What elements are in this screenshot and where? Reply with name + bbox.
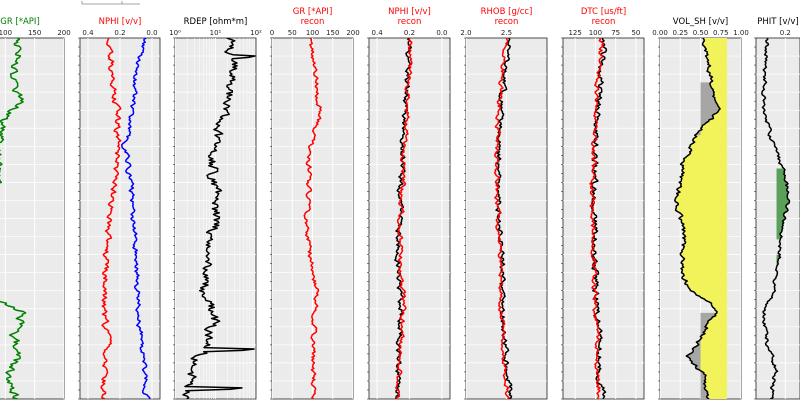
series-line-nphi — [100, 38, 122, 399]
tick-label: 2.0 — [460, 29, 471, 37]
tick-label: 150 — [28, 29, 41, 37]
track-grid — [80, 38, 160, 399]
series-line-rdep — [182, 38, 256, 399]
track-title: DTC [us/ft] — [581, 7, 626, 17]
tick-label: 0.0 — [436, 29, 447, 37]
series-line-nphi-blue — [120, 38, 151, 399]
tick-label: 1.00 — [733, 29, 749, 37]
series-line-phit — [761, 38, 791, 399]
tick-label: 0.4 — [372, 29, 384, 37]
series-line-nphi — [394, 38, 412, 399]
series-line-dtc — [590, 38, 608, 399]
tick-label: 0.2 — [114, 29, 125, 37]
track-title: RHOB [g/cc] — [481, 7, 533, 17]
tick-label: 10¹ — [210, 29, 222, 37]
track-gr: 100 150 200 GR [*API] — [0, 17, 71, 400]
series-line-gr-recon — [303, 38, 322, 399]
track-grid — [563, 38, 644, 399]
track-dtc_recon: 125 100 75 50 DTC [us/ft]recon — [561, 7, 645, 400]
track-rhob_recon: 2.0 2.5 RHOB [g/cc]recon — [460, 7, 548, 400]
tick-label: 75 — [611, 29, 620, 37]
track-grid — [0, 38, 64, 399]
tick-label: 0.2 — [780, 29, 791, 37]
track-curves — [761, 38, 791, 399]
tick-label: 0.0 — [146, 29, 157, 37]
track-title: NPHI [v/v] — [99, 17, 142, 27]
track-grid — [466, 38, 547, 399]
shale-fill — [694, 82, 721, 136]
tick-label: 100 — [589, 29, 602, 37]
series-line-gr — [0, 38, 27, 399]
series-line-nphi-recon — [395, 38, 413, 399]
track-nphi_recon: 0.4 0.2 0.0 NPHI [v/v]recon — [367, 7, 451, 400]
track-curves — [493, 38, 513, 399]
tick-label: 200 — [57, 29, 70, 37]
tick-label: 125 — [568, 29, 581, 37]
track-vol_sh: 0.00 0.25 0.50 0.75 1.00 VOL_SH [v/v] — [652, 17, 749, 400]
track-curves — [182, 38, 256, 399]
tick-label: 200 — [346, 29, 359, 37]
tick-label: 150 — [326, 29, 339, 37]
track-subtitle: recon — [398, 17, 422, 27]
tick-label: 100 — [0, 29, 12, 37]
tick-label: 0.00 — [652, 29, 668, 37]
track-curves — [0, 38, 27, 399]
tick-label: 0.75 — [713, 29, 729, 37]
track-title: GR [*API] — [0, 17, 40, 27]
tick-label: 2.5 — [501, 29, 512, 37]
tick-label: 50 — [288, 29, 297, 37]
track-gr_recon: 0 50 100 150 200 GR [*API]recon — [270, 7, 360, 400]
series-line-vol-sh — [674, 38, 721, 399]
series-line-dtc-recon — [589, 38, 605, 399]
track-curves — [674, 38, 727, 399]
track-subtitle: recon — [495, 17, 519, 27]
track-curves — [589, 38, 608, 399]
track-title: PHIT [v/v] — [757, 17, 798, 27]
tick-label: 0.50 — [693, 29, 709, 37]
track-curves — [303, 38, 322, 399]
tick-label: 0.2 — [404, 29, 415, 37]
series-line-rhob-recon — [493, 38, 510, 399]
track-title: VOL_SH [v/v] — [673, 17, 728, 27]
tick-label: 0.25 — [672, 29, 688, 37]
track-phit: 0.2 PHIT [v/v] — [754, 17, 800, 400]
track-grid — [369, 38, 450, 399]
sand-fill — [674, 38, 727, 399]
tick-label: 10⁰ — [169, 29, 181, 37]
tick-label: 0.4 — [82, 29, 94, 37]
shale-fill — [686, 312, 717, 399]
track-grid — [175, 38, 256, 399]
tick-label: 10² — [250, 29, 262, 37]
tick-label: 50 — [631, 29, 640, 37]
track-title: NPHI [v/v] — [388, 7, 431, 17]
track-subtitle: recon — [592, 17, 616, 27]
track-curves — [394, 38, 413, 399]
track-curves — [100, 38, 151, 399]
track-subtitle: recon — [301, 17, 325, 27]
track-title: RDEP [ohm*m] — [184, 17, 248, 27]
tick-label: 0 — [270, 29, 274, 37]
tick-label: 100 — [306, 29, 319, 37]
track-title: GR [*API] — [293, 7, 333, 17]
track-nphi: 0.4 0.2 0.0 NPHI [v/v] — [78, 17, 161, 400]
